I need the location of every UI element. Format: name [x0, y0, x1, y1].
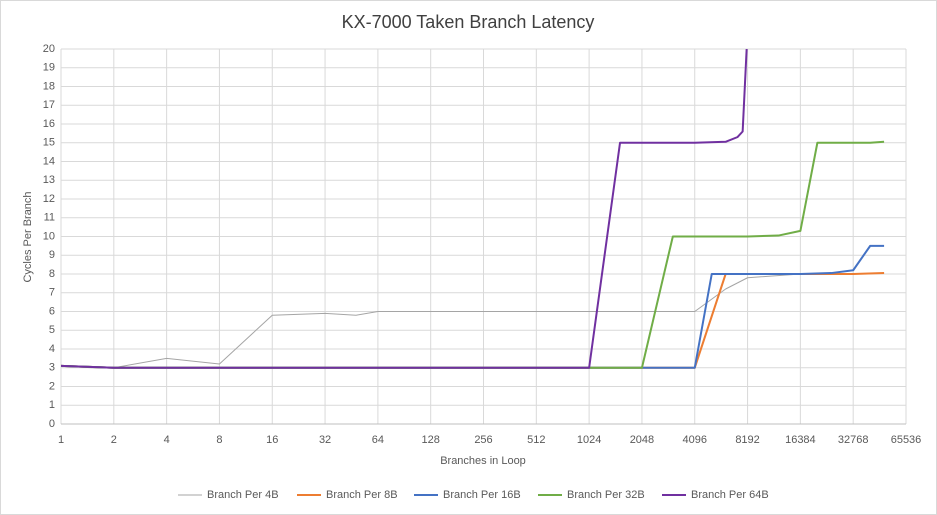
x-tick-label: 4 — [164, 434, 170, 446]
y-tick-label: 19 — [43, 62, 55, 74]
legend-label: Branch Per 64B — [691, 489, 769, 501]
y-tick-label: 5 — [49, 324, 55, 336]
y-tick-label: 20 — [43, 43, 55, 55]
x-tick-label: 1024 — [577, 434, 601, 446]
y-tick-label: 7 — [49, 287, 55, 299]
y-tick-label: 13 — [43, 174, 55, 186]
x-tick-label: 16 — [266, 434, 278, 446]
y-tick-label: 6 — [49, 305, 55, 317]
x-tick-label: 65536 — [891, 434, 922, 446]
legend-label: Branch Per 8B — [326, 489, 398, 501]
y-tick-label: 18 — [43, 80, 55, 92]
x-tick-label: 16384 — [785, 434, 816, 446]
x-tick-label: 8192 — [735, 434, 759, 446]
legend: Branch Per 4B Branch Per 8B Branch Per 16B… — [178, 489, 769, 501]
y-tick-label: 15 — [43, 137, 55, 149]
x-tick-label: 1 — [58, 434, 64, 446]
y-tick-label: 17 — [43, 99, 55, 111]
x-tick-label: 128 — [422, 434, 440, 446]
x-tick-label: 64 — [372, 434, 384, 446]
y-tick-label: 4 — [49, 343, 55, 355]
x-tick-label: 8 — [216, 434, 222, 446]
y-tick-label: 3 — [49, 362, 55, 374]
x-tick-label: 2048 — [630, 434, 654, 446]
y-tick-label: 14 — [43, 155, 55, 167]
y-tick-label: 2 — [49, 380, 55, 392]
y-tick-label: 0 — [49, 418, 55, 430]
x-tick-label: 256 — [474, 434, 492, 446]
x-tick-label: 32 — [319, 434, 331, 446]
x-tick-label: 4096 — [683, 434, 707, 446]
series-line — [61, 49, 748, 369]
y-tick-label: 12 — [43, 193, 55, 205]
x-tick-label: 32768 — [838, 434, 869, 446]
y-tick-label: 9 — [49, 249, 55, 261]
x-axis-label: Branches in Loop — [440, 455, 526, 467]
series-line — [61, 272, 885, 369]
plot-area — [61, 49, 885, 369]
legend-label: Branch Per 32B — [567, 489, 645, 501]
y-tick-label: 8 — [49, 268, 55, 280]
y-tick-label: 1 — [49, 399, 55, 411]
x-tick-label: 512 — [527, 434, 545, 446]
y-tick-label: 16 — [43, 118, 55, 130]
chart-title: KX-7000 Taken Branch Latency — [342, 12, 595, 32]
legend-label: Branch Per 4B — [207, 489, 279, 501]
y-tick-label: 11 — [44, 212, 55, 224]
legend-label: Branch Per 16B — [443, 489, 521, 501]
x-tick-label: 2 — [111, 434, 117, 446]
y-tick-label: 10 — [43, 230, 55, 242]
y-axis-label: Cycles Per Branch — [22, 191, 34, 282]
